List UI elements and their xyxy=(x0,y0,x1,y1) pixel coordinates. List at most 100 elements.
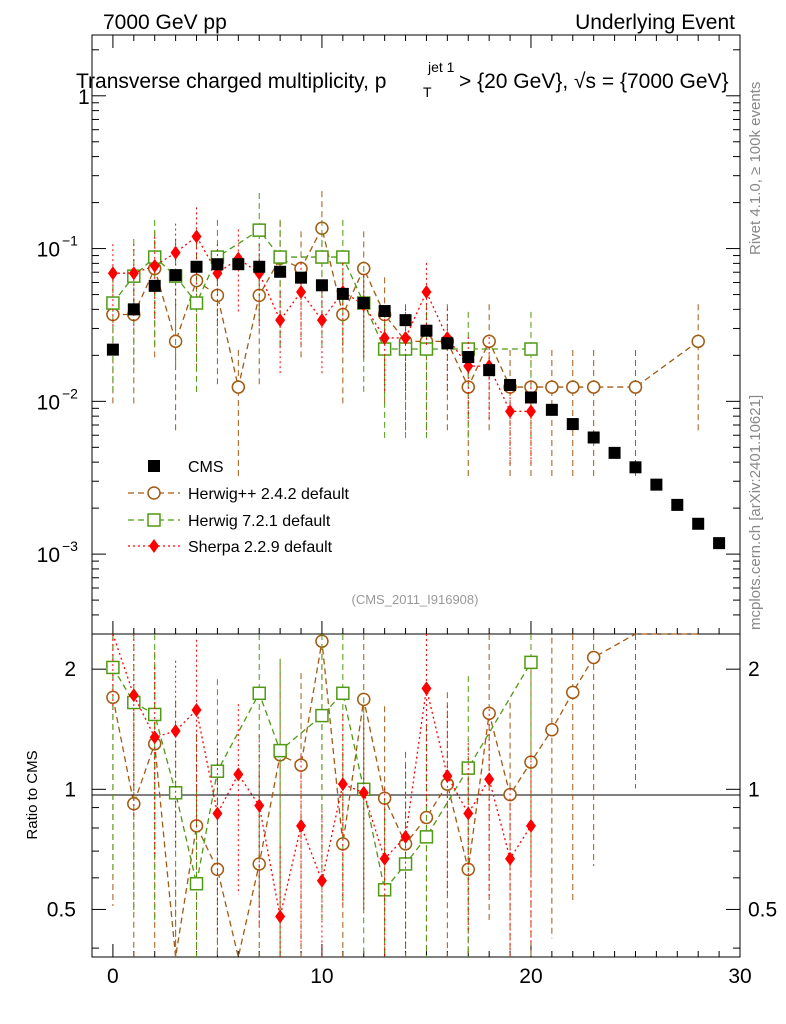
legend-label-herwigpp: Herwig++ 2.4.2 default xyxy=(188,486,350,503)
y-tick-label-main: 10 xyxy=(37,391,60,414)
data-point-main xyxy=(316,313,327,328)
data-point-ratio xyxy=(484,772,495,787)
data-point-main xyxy=(566,380,580,394)
data-point-ratio xyxy=(252,686,266,701)
legend: CMS Herwig++ 2.4.2 default Herwig 7.2.1 … xyxy=(128,459,350,556)
data-point-main xyxy=(629,461,642,474)
data-point-main xyxy=(357,297,370,310)
data-point-ratio xyxy=(566,685,580,700)
data-point-ratio xyxy=(379,851,390,866)
x-tick-label: 10 xyxy=(310,965,333,988)
data-point-ratio xyxy=(233,767,244,782)
data-point-main xyxy=(149,258,160,273)
title-subscript: T xyxy=(423,84,432,100)
legend-marker-sherpa xyxy=(149,539,159,553)
series-line-ratio xyxy=(112,662,532,892)
legend-label-herwig7: Herwig 7.2.1 default xyxy=(188,513,331,530)
data-series xyxy=(106,191,726,958)
data-point-main xyxy=(295,271,308,284)
data-point-main xyxy=(692,517,705,530)
data-point-main xyxy=(608,446,621,459)
data-point-main xyxy=(421,284,432,299)
header-right: Underlying Event xyxy=(575,11,735,34)
data-point-main xyxy=(399,314,412,327)
data-point-ratio xyxy=(210,764,225,778)
title-rest: > {20 GeV}, √s = {7000 GeV} xyxy=(459,70,729,93)
y-tick-label-main: 10 xyxy=(37,544,60,567)
series-line-main xyxy=(112,229,531,350)
data-point-main xyxy=(252,223,266,237)
y-tick-label-exponent: −1 xyxy=(62,233,78,249)
data-point-main xyxy=(274,265,287,278)
data-point-main xyxy=(275,313,286,328)
data-point-main xyxy=(462,351,475,364)
data-point-main xyxy=(524,391,537,404)
data-point-main xyxy=(128,266,139,281)
data-point-main xyxy=(336,250,350,264)
data-point-ratio xyxy=(586,650,601,665)
series-cms xyxy=(106,258,726,550)
data-point-main xyxy=(336,287,349,300)
data-point-ratio xyxy=(315,708,329,723)
data-point-main xyxy=(253,260,266,273)
data-point-main xyxy=(232,258,245,271)
data-point-ratio xyxy=(421,681,432,696)
data-point-ratio xyxy=(149,730,160,745)
legend-label-cms: CMS xyxy=(188,459,224,476)
legend-marker-cms xyxy=(148,460,160,472)
y-tick-label-ratio-right: 1 xyxy=(748,778,760,801)
y-tick-label-main: 1 xyxy=(78,86,90,109)
data-point-main xyxy=(231,380,246,394)
data-point-main xyxy=(441,337,454,350)
y-tick-label-ratio-right: 0.5 xyxy=(748,898,777,921)
ratio-axis-label: Ratio to CMS xyxy=(24,750,41,839)
x-tick-label: 0 xyxy=(107,965,119,988)
data-point-main xyxy=(587,431,600,444)
data-point-main xyxy=(315,250,329,264)
data-point-main xyxy=(127,303,140,316)
data-point-main xyxy=(483,364,496,377)
legend-marker-herwig7 xyxy=(147,513,161,527)
data-point-ratio xyxy=(170,723,181,738)
data-point-main xyxy=(420,324,433,337)
series-line-ratio xyxy=(112,633,699,958)
data-point-main xyxy=(379,330,390,345)
data-point-main xyxy=(586,380,601,394)
rivet-label: Rivet 4.1.0, ≥ 100k events xyxy=(747,82,764,255)
data-point-ratio xyxy=(442,768,453,783)
y-tick-label-main: 10 xyxy=(37,239,60,262)
analysis-watermark: (CMS_2011_I916908) xyxy=(352,592,479,607)
y-tick-label-exponent: −2 xyxy=(62,385,78,401)
data-point-main xyxy=(545,380,559,394)
data-point-main xyxy=(505,404,516,419)
header-left: 7000 GeV pp xyxy=(103,11,227,34)
data-point-main xyxy=(566,418,579,431)
title-main: Transverse charged multiplicity, p xyxy=(76,70,386,93)
x-tick-label: 20 xyxy=(519,965,542,988)
x-tick-label: 30 xyxy=(728,965,751,988)
data-point-main xyxy=(106,296,120,310)
data-point-main xyxy=(148,279,161,292)
data-point-ratio xyxy=(400,829,411,844)
data-point-ratio xyxy=(505,851,516,866)
data-point-ratio xyxy=(336,686,350,701)
data-point-main xyxy=(273,250,287,264)
data-point-ratio xyxy=(189,876,204,891)
data-point-ratio xyxy=(275,909,286,924)
y-tick-label-ratio: 0.5 xyxy=(47,898,76,921)
data-point-ratio xyxy=(524,655,538,670)
data-point-main xyxy=(713,537,726,550)
data-point-main xyxy=(191,229,202,244)
data-point-ratio xyxy=(419,830,434,844)
y-tick-label-ratio: 2 xyxy=(64,658,76,681)
data-point-main xyxy=(378,305,391,318)
data-point-ratio xyxy=(525,818,536,833)
data-point-main xyxy=(189,296,204,310)
data-point-ratio xyxy=(273,743,287,758)
data-point-ratio xyxy=(545,723,559,737)
data-point-main xyxy=(524,342,538,356)
data-point-main xyxy=(400,330,411,345)
data-point-ratio xyxy=(463,806,474,821)
data-point-main xyxy=(650,478,663,491)
